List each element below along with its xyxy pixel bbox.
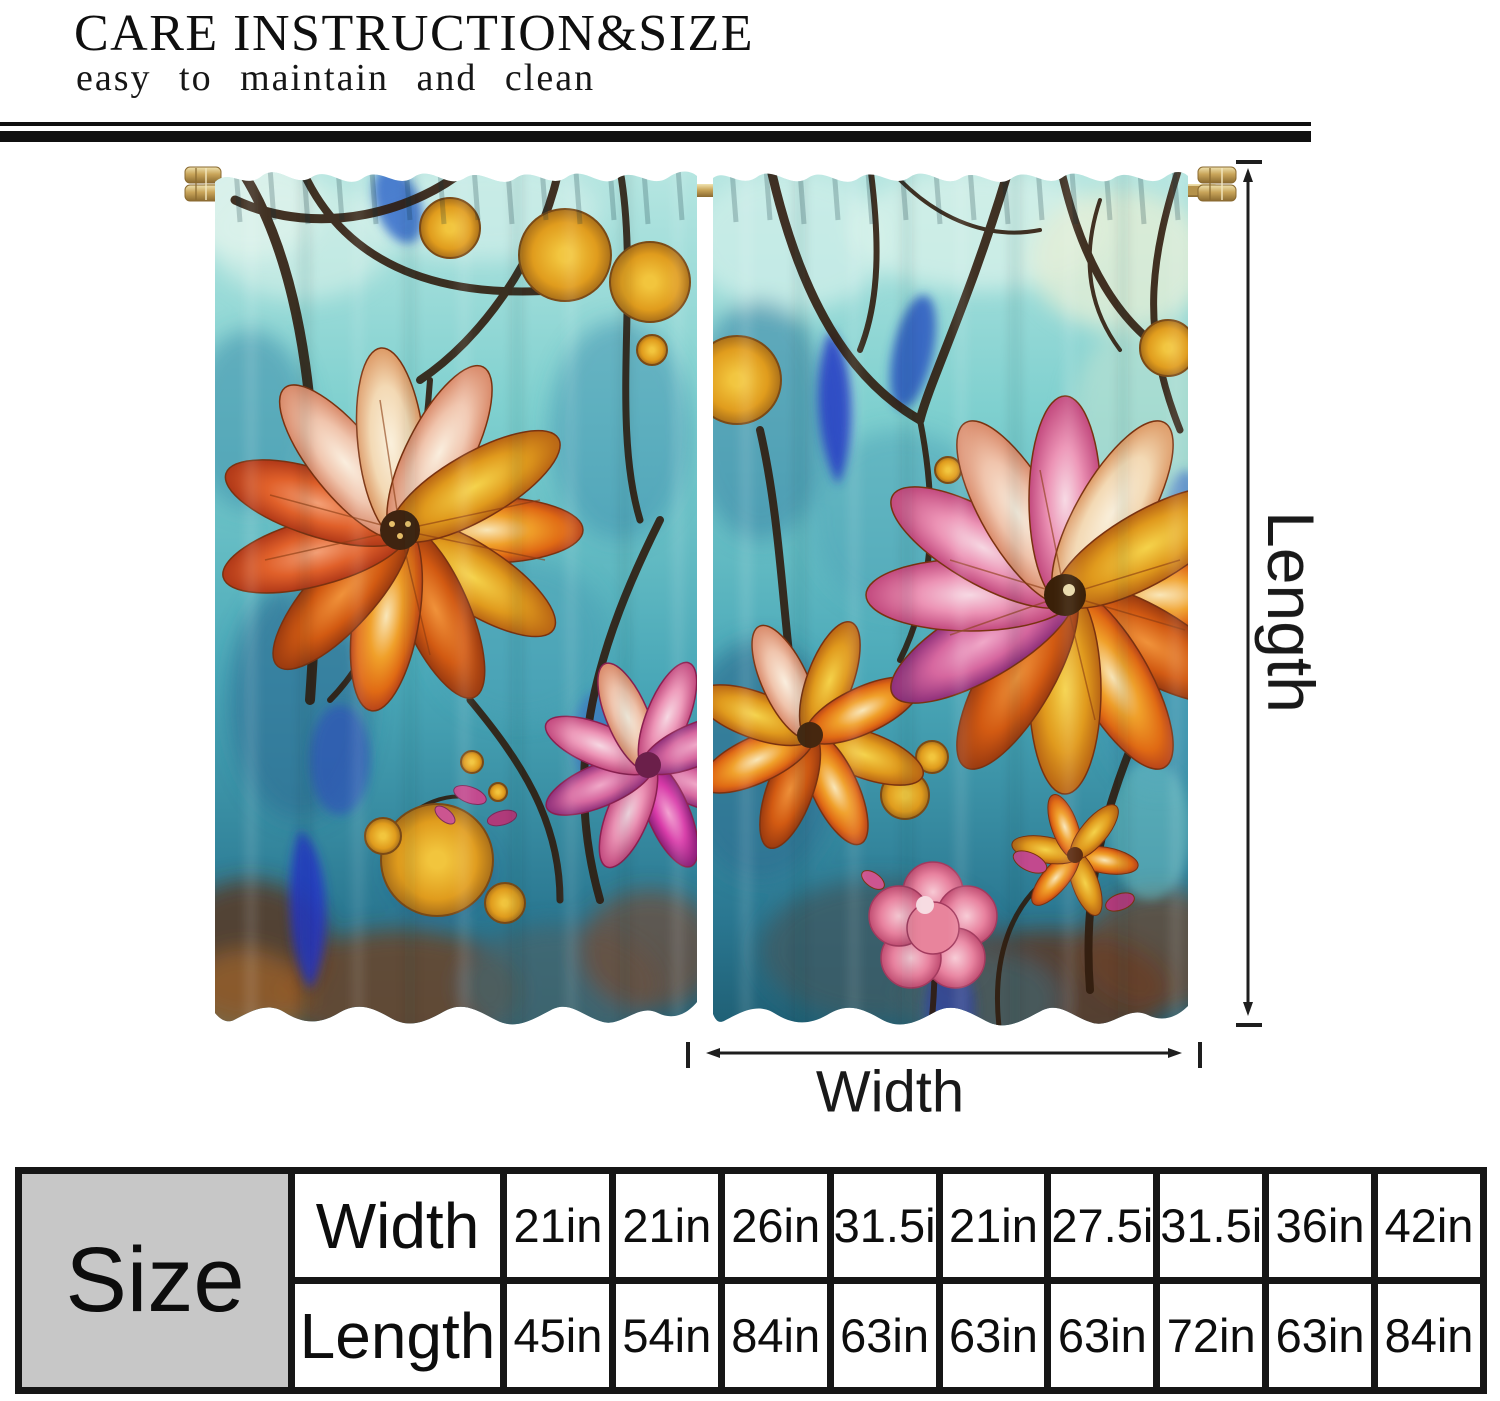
curtain-panel-left: [215, 171, 697, 1025]
divider-line-thick: [0, 131, 1311, 142]
width-dimension-label: Width: [815, 1059, 965, 1125]
length-value-cell: 63in: [826, 1277, 943, 1394]
width-value-cell: 21in: [500, 1167, 616, 1284]
length-value-cell: 63in: [1262, 1277, 1378, 1394]
length-dimension-line: [1236, 160, 1262, 1027]
right-panel-main-flower: [865, 395, 1188, 795]
length-value-cell: 63in: [935, 1277, 1052, 1394]
size-table-width-row: Size Width 21in 21in 26in 31.5in 21in 27…: [15, 1167, 1487, 1394]
size-table: Size Width 21in 21in 26in 31.5in 21in 27…: [15, 1167, 1487, 1394]
width-value-cell: 36in: [1262, 1167, 1378, 1284]
size-table-length-row: Length 45in 54in 84in 63in 63in 63in 72i…: [19, 1277, 1487, 1394]
width-dimension-line: [686, 1042, 1202, 1068]
divider-line-thin: [0, 122, 1311, 126]
length-value-cell: 54in: [608, 1277, 725, 1394]
length-value-cell: 63in: [1044, 1277, 1161, 1394]
length-value-cell: 45in: [500, 1277, 616, 1394]
row-label-length: Length: [288, 1277, 507, 1394]
length-value-cell: 84in: [717, 1277, 834, 1394]
table-corner-size: Size: [15, 1167, 295, 1394]
width-value-cell: 31.5in: [1153, 1167, 1270, 1284]
length-dimension-label: Length: [1254, 511, 1328, 713]
width-value-cell: 26in: [717, 1167, 834, 1284]
width-value-cell: 27.5in: [1044, 1167, 1161, 1284]
page-subtitle: easy to maintain and clean: [76, 57, 596, 99]
length-value-cell: 72in: [1153, 1277, 1270, 1394]
length-value-cell: 84in: [1371, 1277, 1487, 1394]
width-value-cell: 42in: [1371, 1167, 1487, 1284]
curtain-panel-right: [713, 171, 1188, 1026]
curtain-product-artwork: [184, 160, 1262, 1068]
page-title: CARE INSTRUCTION&SIZE: [74, 5, 755, 62]
width-value-cell: 21in: [935, 1167, 1052, 1284]
width-value-cell: 21in: [608, 1167, 725, 1284]
width-value-cell: 31.5in: [826, 1167, 943, 1284]
rod-finial-right: [1186, 166, 1237, 202]
row-label-width: Width: [288, 1167, 507, 1284]
